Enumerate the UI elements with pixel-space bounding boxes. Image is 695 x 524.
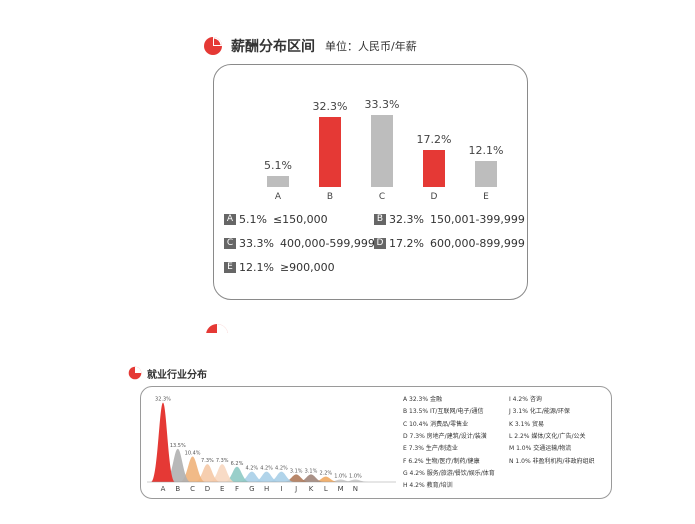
legend-range: 600,000-899,999 bbox=[429, 237, 525, 250]
salary-legend-item: A 5.1% ≤150,000 bbox=[224, 213, 328, 226]
industry-category-label: L bbox=[324, 485, 328, 493]
salary-category-label: C bbox=[378, 192, 386, 202]
salary-value-label: 12.1% bbox=[468, 143, 504, 157]
industry-area-chart: 32.3% A 13.5% B 10.4% C 7.3% D 7.3% E 6.2% F 4.2% G 4.… bbox=[147, 397, 396, 493]
salary-bar-d bbox=[423, 149, 445, 187]
industry-legend-item: M 1.0% 交通运输/物流 bbox=[509, 445, 572, 453]
salary-value-label: 17.2% bbox=[416, 132, 452, 146]
legend-pct: 17.2% bbox=[389, 237, 424, 250]
industry-legend-item: G 4.2% 服务/旅游/餐饮/娱乐/体育 bbox=[403, 469, 495, 477]
industry-peak-a bbox=[151, 402, 175, 482]
industry-value-label: 2.2% bbox=[319, 471, 332, 477]
industry-peak-i bbox=[268, 471, 295, 482]
industry-peak-j bbox=[283, 474, 310, 482]
salary-value-label: 5.1% bbox=[264, 158, 292, 172]
industry-value-label: 32.3% bbox=[155, 397, 171, 403]
industry-category-label: N bbox=[353, 485, 358, 493]
industry-legend-item: E 7.3% 生产/制造业 bbox=[403, 445, 458, 453]
legend-letter-box: B bbox=[374, 214, 386, 225]
industry-legend-item: I 4.2% 咨询 bbox=[509, 396, 542, 403]
industry-value-label: 13.5% bbox=[170, 443, 186, 449]
industry-value-label: 4.2% bbox=[275, 466, 288, 472]
salary-legend-item: B 32.3% 150,001-399,999 bbox=[374, 213, 525, 226]
salary-category-label: B bbox=[326, 192, 334, 202]
salary-value-label: 33.3% bbox=[364, 97, 400, 111]
salary-unit: 单位：人民币/年薪 bbox=[325, 40, 417, 53]
salary-value-label: 32.3% bbox=[312, 99, 348, 113]
industry-peak-h bbox=[253, 471, 280, 482]
industry-peak-n bbox=[342, 479, 369, 482]
pie-chart-icon bbox=[128, 366, 142, 380]
legend-letter-box: D bbox=[374, 238, 386, 249]
industry-category-label: D bbox=[205, 485, 210, 493]
pie-chart-icon bbox=[204, 37, 222, 55]
industry-peak-e bbox=[209, 464, 236, 482]
industry-category-label: F bbox=[235, 485, 239, 493]
legend-pct: 12.1% bbox=[239, 261, 274, 274]
industry-value-label: 4.2% bbox=[260, 466, 273, 472]
industry-peak-c bbox=[179, 456, 206, 482]
legend-range: 150,001-399,999 bbox=[429, 213, 525, 226]
legend-letter-box: E bbox=[224, 262, 236, 273]
salary-bar-b bbox=[319, 116, 341, 187]
salary-category-label: E bbox=[483, 192, 489, 202]
legend-range: ≥900,000 bbox=[279, 261, 335, 274]
industry-peak-f bbox=[224, 466, 250, 482]
salary-header: 薪酬分布区间 单位：人民币/年薪 bbox=[203, 33, 417, 59]
industry-value-label: 3.1% bbox=[290, 468, 303, 474]
industry-value-label: 6.2% bbox=[231, 461, 244, 467]
industry-legend-item: D 7.3% 房地产/建筑/设计/装潢 bbox=[403, 432, 487, 440]
industry-peak-d bbox=[194, 464, 221, 482]
salary-legend-item: E 12.1% ≥900,000 bbox=[224, 261, 335, 274]
industry-legend-item: N 1.0% 非盈利机构/非政府组织 bbox=[509, 457, 595, 465]
salary-category-label: A bbox=[274, 192, 282, 202]
industry-legend-item: K 3.1% 贸易 bbox=[509, 420, 544, 428]
salary-bar-c bbox=[371, 114, 393, 187]
industry-value-label: 1.0% bbox=[334, 474, 347, 480]
partial-pie-icon bbox=[205, 323, 229, 333]
industry-legend-item: L 2.2% 媒体/文化/广告/公关 bbox=[509, 432, 586, 440]
industry-value-label: 1.0% bbox=[349, 474, 362, 480]
salary-bar-e bbox=[475, 160, 497, 187]
industry-title: 就业行业分布 bbox=[147, 369, 207, 381]
legend-letter-box: A bbox=[224, 214, 236, 225]
industry-legend-item: C 10.4% 消费品/零售业 bbox=[403, 420, 469, 428]
industry-chart-panel: 32.3% A 13.5% B 10.4% C 7.3% D 7.3% E 6.2% F 4.2% G 4.… bbox=[140, 386, 612, 499]
salary-legend-item: C 33.3% 400,000-599,999 bbox=[224, 237, 375, 250]
industry-peak-l bbox=[312, 476, 339, 482]
salary-legend-item: D 17.2% 600,000-899,999 bbox=[374, 237, 525, 250]
industry-category-label: J bbox=[294, 485, 297, 493]
industry-peak-k bbox=[298, 474, 324, 482]
industry-category-label: I bbox=[280, 485, 282, 493]
industry-category-label: H bbox=[264, 485, 269, 493]
legend-pct: 33.3% bbox=[239, 237, 274, 250]
industry-legend-item: H 4.2% 教育/培训 bbox=[403, 482, 453, 490]
industry-category-label: C bbox=[190, 485, 195, 493]
industry-category-label: M bbox=[338, 485, 344, 493]
salary-chart-panel: 5.1% A 32.3% B 33.3% C 17.2% D 12.1% E A 5.1% ≤150,… bbox=[213, 64, 528, 300]
industry-value-label: 4.2% bbox=[245, 466, 258, 472]
industry-category-label: B bbox=[175, 485, 180, 493]
industry-value-label: 10.4% bbox=[185, 450, 201, 456]
industry-value-label: 7.3% bbox=[216, 458, 229, 464]
industry-category-label: K bbox=[309, 485, 314, 493]
legend-range: ≤150,000 bbox=[272, 213, 328, 226]
industry-value-label: 7.3% bbox=[201, 458, 214, 464]
industry-legend-item: A 32.3% 金融 bbox=[403, 396, 442, 403]
industry-category-label: G bbox=[249, 485, 254, 493]
salary-bar-a bbox=[267, 175, 289, 187]
industry-legend-item: J 3.1% 化工/能源/环保 bbox=[509, 408, 570, 416]
industry-header: 就业行业分布 bbox=[128, 364, 207, 382]
salary-title: 薪酬分布区间 bbox=[231, 39, 315, 55]
industry-value-label: 3.1% bbox=[305, 468, 318, 474]
industry-category-label: A bbox=[161, 485, 166, 493]
legend-letter-box: C bbox=[224, 238, 236, 249]
industry-legend-item: F 6.2% 生物/医疗/制药/健康 bbox=[403, 457, 480, 465]
industry-legend-item: B 13.5% IT/互联网/电子/通信 bbox=[403, 408, 484, 416]
legend-pct: 32.3% bbox=[389, 213, 424, 226]
legend-pct: 5.1% bbox=[239, 213, 267, 226]
salary-category-label: D bbox=[430, 192, 438, 202]
industry-category-label: E bbox=[220, 485, 224, 493]
legend-range: 400,000-599,999 bbox=[279, 237, 375, 250]
